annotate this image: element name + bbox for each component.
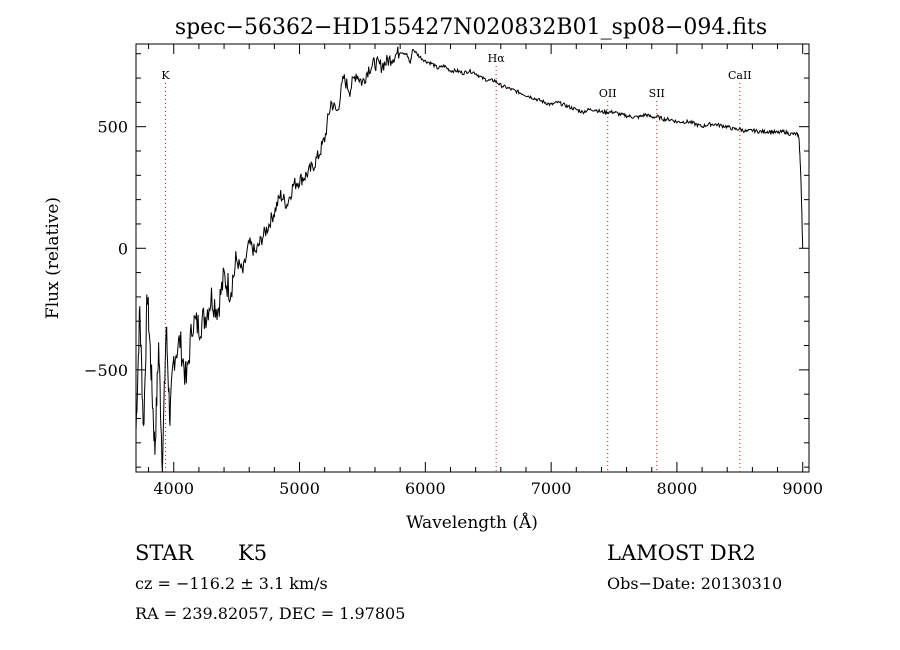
x-tick-label: 9000 xyxy=(782,479,823,498)
subclass: K5 xyxy=(238,541,268,565)
line-marker-label: Hα xyxy=(488,52,506,65)
x-axis-ticks: 4000 5000 6000 7000 8000 9000 xyxy=(148,44,823,498)
x-tick-label: 6000 xyxy=(405,479,446,498)
chart-title: spec−56362−HD155427N020832B01_sp08−094.f… xyxy=(175,15,767,40)
obs-date: Obs−Date: 20130310 xyxy=(607,574,783,593)
line-marker-label: K xyxy=(161,69,170,82)
line-markers: K Hα OII SII CaII xyxy=(161,52,752,472)
x-tick-label: 4000 xyxy=(153,479,194,498)
coordinates: RA = 239.82057, DEC = 1.97805 xyxy=(135,604,406,623)
y-axis-label: Flux (relative) xyxy=(43,197,63,319)
survey-name: LAMOST DR2 xyxy=(607,541,756,565)
y-tick-label: −500 xyxy=(84,361,128,380)
line-marker-label: SII xyxy=(649,87,665,100)
x-tick-label: 7000 xyxy=(531,479,572,498)
plot-frame xyxy=(135,43,810,473)
y-tick-label: 500 xyxy=(97,118,128,137)
x-tick-label: 5000 xyxy=(279,479,320,498)
line-marker-label: OII xyxy=(599,87,617,100)
object-class: STAR xyxy=(135,541,194,565)
x-axis-label: Wavelength (Å) xyxy=(406,512,538,533)
redshift-text: cz = −116.2 ± 3.1 km/s xyxy=(135,574,328,593)
y-axis-ticks: −500 0 500 xyxy=(84,53,809,468)
y-tick-label: 0 xyxy=(118,239,128,258)
line-marker-label: CaII xyxy=(728,69,752,82)
x-tick-label: 8000 xyxy=(657,479,698,498)
spectrum-line xyxy=(135,46,804,473)
